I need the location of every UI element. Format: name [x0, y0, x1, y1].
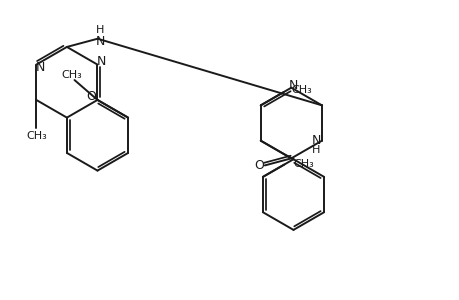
- Text: H: H: [311, 146, 319, 155]
- Text: N: N: [95, 35, 105, 48]
- Text: CH₃: CH₃: [291, 85, 311, 94]
- Text: O: O: [86, 89, 96, 103]
- Text: H: H: [95, 25, 104, 35]
- Text: N: N: [311, 134, 320, 147]
- Text: CH₃: CH₃: [62, 70, 82, 80]
- Text: N: N: [96, 55, 106, 68]
- Text: N: N: [35, 61, 45, 74]
- Text: N: N: [288, 79, 298, 92]
- Text: CH₃: CH₃: [292, 158, 313, 169]
- Text: CH₃: CH₃: [26, 130, 46, 141]
- Text: O: O: [253, 159, 263, 172]
